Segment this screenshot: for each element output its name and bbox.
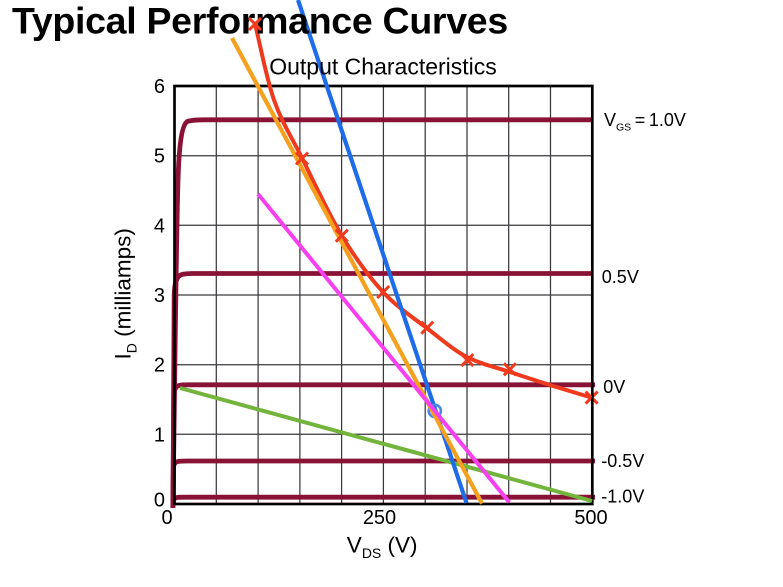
svg-text:-0.5V: -0.5V	[601, 451, 644, 471]
svg-text:VDS (V): VDS (V)	[347, 532, 418, 561]
svg-text:0: 0	[161, 507, 172, 529]
svg-text:0V: 0V	[603, 377, 625, 397]
svg-text:1: 1	[154, 424, 165, 446]
svg-text:3: 3	[154, 285, 165, 307]
svg-text:500: 500	[574, 507, 607, 529]
svg-text:0: 0	[154, 490, 165, 512]
svg-text:2: 2	[154, 355, 165, 377]
svg-text:5: 5	[154, 146, 165, 168]
svg-text:250: 250	[363, 507, 396, 529]
svg-text:0.5V: 0.5V	[602, 267, 639, 287]
svg-text:ID (milliamps): ID (milliamps)	[111, 228, 140, 359]
svg-text:6: 6	[154, 76, 165, 98]
svg-text:Output Characteristics: Output Characteristics	[269, 54, 497, 80]
svg-text:4: 4	[154, 215, 165, 237]
svg-text:VGS = 1.0V: VGS = 1.0V	[604, 110, 686, 134]
svg-text:-1.0V: -1.0V	[601, 486, 644, 506]
